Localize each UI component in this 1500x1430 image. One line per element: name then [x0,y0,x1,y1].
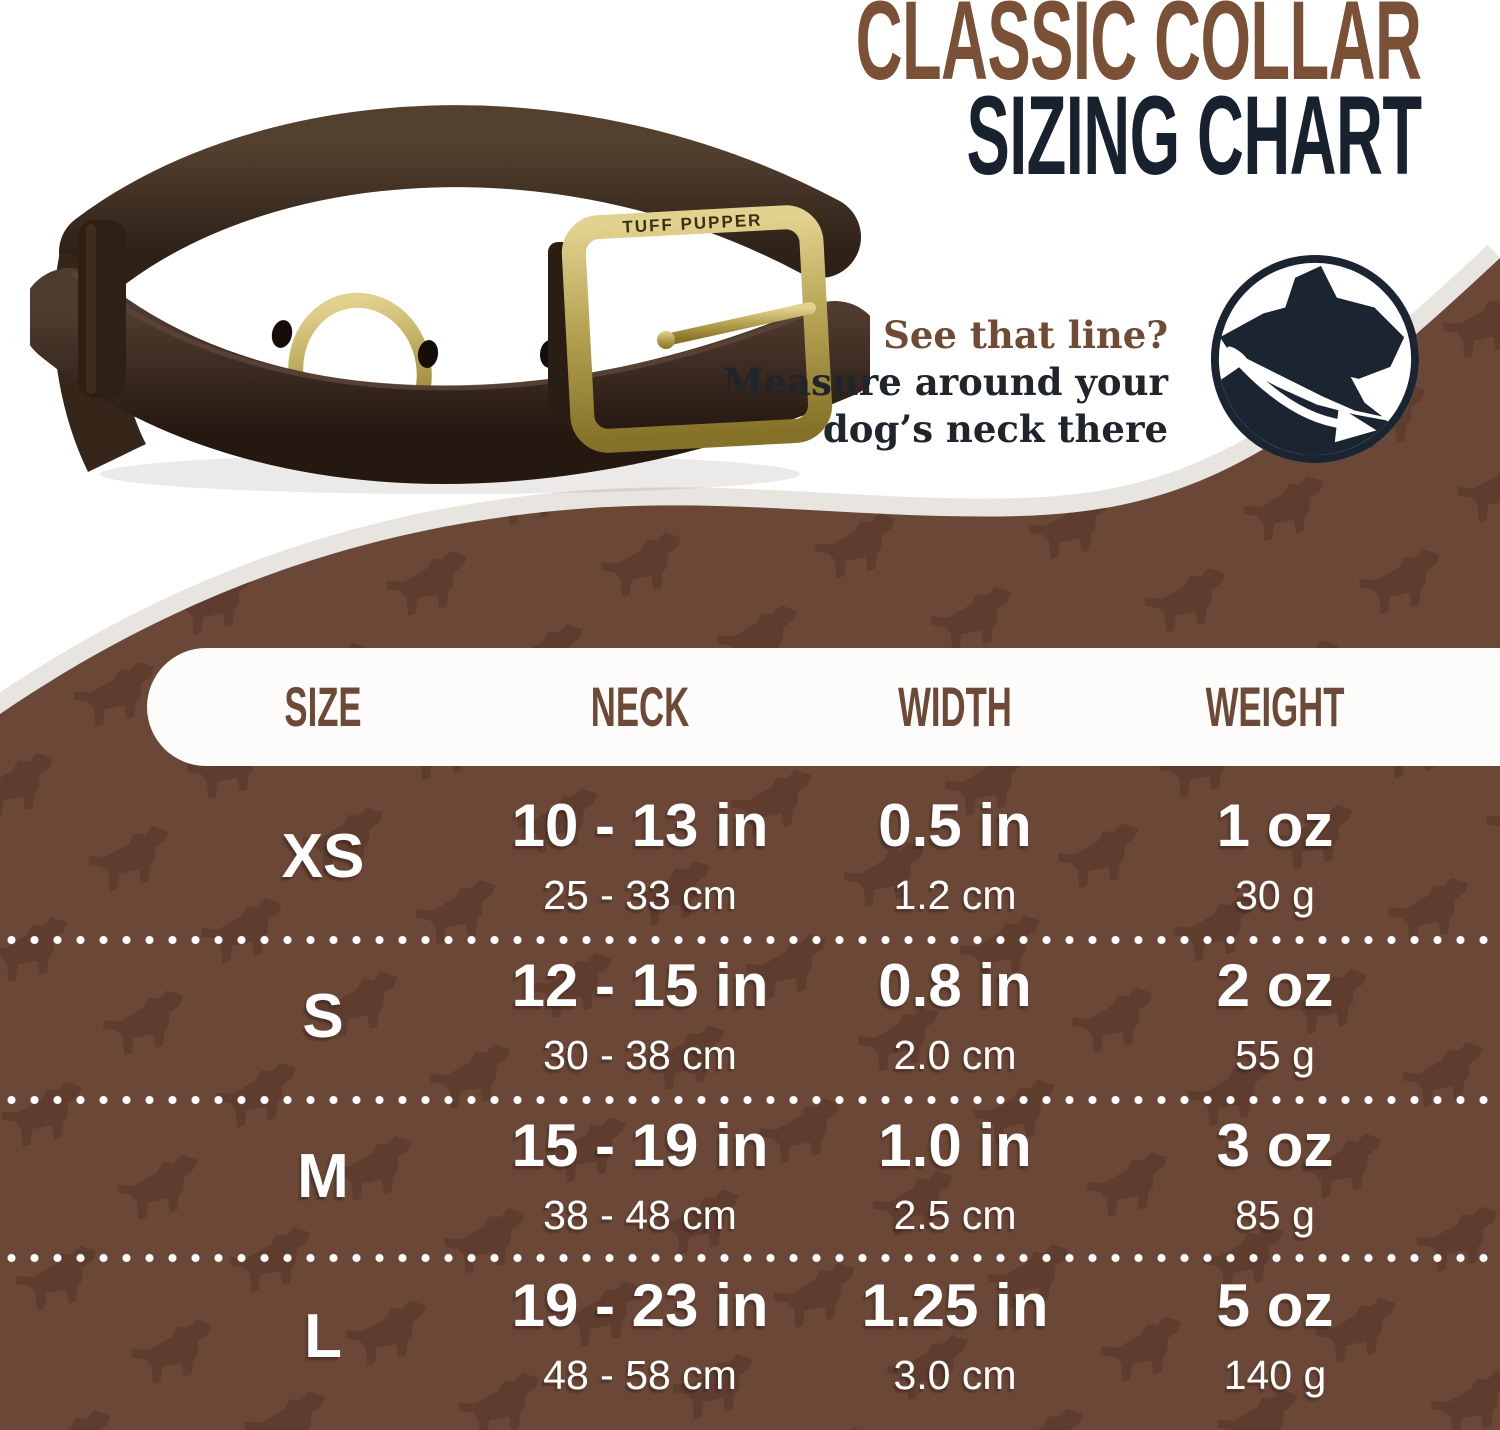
weight-oz: 1 oz [1216,792,1334,859]
weight-cell: 2 oz 55 g [1216,952,1334,1078]
width-inches: 0.8 in [878,952,1032,1019]
weight-g: 30 g [1235,872,1315,918]
row-divider-dotted [0,935,1500,945]
title-line2: SIZING CHART [966,73,1422,198]
weight-g: 55 g [1235,1032,1315,1078]
table-row-s: S 12 - 15 in 30 - 38 cm 0.8 in 2.0 cm 2 … [0,955,1500,1105]
dog-head-silhouette [1219,265,1405,417]
collar-photo: TUFF PUPPER [30,105,870,494]
collar-prong-base [657,331,675,349]
weight-g: 85 g [1235,1192,1315,1238]
neck-inches: 10 - 13 in [511,792,769,859]
weight-oz: 3 oz [1216,1112,1334,1179]
width-inches: 1.0 in [878,1112,1032,1179]
width-cell: 1.25 in 3.0 cm [861,1272,1049,1398]
weight-cell: 3 oz 85 g [1216,1112,1334,1238]
weight-oz: 2 oz [1216,952,1334,1019]
weight-cell: 5 oz 140 g [1216,1272,1334,1398]
width-inches: 1.25 in [861,1272,1049,1339]
row-divider-dotted [0,1095,1500,1105]
width-cell: 1.0 in 2.5 cm [878,1112,1032,1238]
neck-cm: 38 - 48 cm [543,1192,737,1238]
neck-inches: 12 - 15 in [511,952,769,1019]
collar-left-keeper [78,220,126,398]
callout-line3: dog’s neck there [822,407,1168,451]
column-header-size: SIZE [284,675,362,738]
collar-hole [417,340,439,368]
width-cm: 2.5 cm [893,1192,1017,1238]
collar-back-strap [59,105,861,293]
table-header-bar [147,648,1500,766]
width-cell: 0.8 in 2.0 cm [878,952,1032,1078]
size-label: M [297,1142,349,1211]
collar-buckle-prong [660,302,816,346]
callout-line2: Measure around your [722,360,1168,404]
width-cm: 1.2 cm [893,872,1017,918]
collar-strap-highlight [70,270,831,391]
icon-ring [1210,254,1420,464]
size-label: S [302,982,344,1051]
collar-left-keeper-highlight [86,224,96,394]
callout-line1: See that line? [883,313,1168,357]
page-title: CLASSIC COLLAR SIZING CHART [446,0,1422,198]
neck-inches: 15 - 19 in [511,1112,769,1179]
column-header-neck: NECK [590,675,690,738]
weight-cell: 1 oz 30 g [1216,792,1334,918]
dog-neck-measure-icon [1210,254,1420,464]
neck-cm: 30 - 38 cm [543,1032,737,1078]
width-inches: 0.5 in [878,792,1032,859]
neck-cell: 12 - 15 in 30 - 38 cm [511,952,769,1078]
neck-cell: 15 - 19 in 38 - 48 cm [511,1112,769,1238]
measure-callout: See that line? Measure around your dog’s… [723,312,1168,453]
measure-arrowhead [1334,406,1377,443]
column-header-weight: WEIGHT [1205,675,1345,738]
size-label: L [304,1302,342,1371]
neck-cm: 25 - 33 cm [543,872,737,918]
column-header-width: WIDTH [898,675,1012,738]
table-row-m: M 15 - 19 in 38 - 48 cm 1.0 in 2.5 cm 3 … [0,1115,1500,1265]
wave-dog-pattern [0,258,1500,1430]
neck-cell: 10 - 13 in 25 - 33 cm [511,792,769,918]
size-label: XS [281,822,365,891]
width-cm: 2.0 cm [893,1032,1017,1078]
title-line1: CLASSIC COLLAR [855,0,1421,103]
row-divider-dotted [0,1253,1500,1263]
table-row-l: L 19 - 23 in 48 - 58 cm 1.25 in 3.0 cm 5… [0,1275,1500,1425]
neck-cell: 19 - 23 in 48 - 58 cm [511,1272,769,1398]
collar-buckle: TUFF PUPPER [561,205,833,453]
measure-arrow [1231,352,1350,429]
width-cm: 3.0 cm [893,1352,1017,1398]
neck-cm: 48 - 58 cm [543,1352,737,1398]
neck-inches: 19 - 23 in [511,1272,769,1339]
table-row-xs: XS 10 - 13 in 25 - 33 cm 0.5 in 1.2 cm 1… [0,795,1500,945]
weight-g: 140 g [1223,1352,1327,1398]
collar-front-strap [30,268,870,484]
width-cell: 0.5 in 1.2 cm [878,792,1032,918]
collar-hole [271,320,293,348]
weight-oz: 5 oz [1216,1272,1334,1339]
